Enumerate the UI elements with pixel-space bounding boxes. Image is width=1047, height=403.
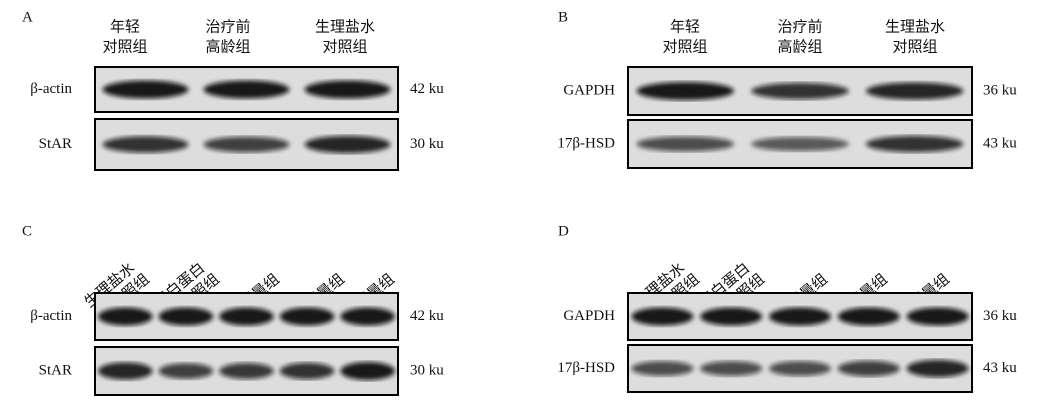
band: [98, 362, 153, 380]
row-label: StAR: [39, 136, 72, 152]
column-label: 对照组: [892, 38, 937, 55]
size-label: 36 ku: [983, 82, 1017, 98]
size-label: 30 ku: [410, 136, 444, 152]
band: [769, 361, 831, 376]
column-label: 生理盐水: [315, 18, 375, 35]
row-label: β-actin: [30, 81, 72, 97]
band: [158, 307, 214, 326]
size-label: 36 ku: [983, 308, 1017, 324]
row-label: β-actin: [30, 308, 72, 324]
band: [636, 136, 735, 152]
band: [700, 361, 763, 376]
band: [98, 307, 153, 326]
band: [219, 363, 274, 379]
band: [906, 359, 969, 378]
band: [340, 362, 395, 380]
band: [219, 307, 274, 326]
band: [631, 361, 694, 376]
column-label: 高龄组: [205, 38, 250, 55]
band: [102, 136, 189, 153]
band: [279, 362, 335, 380]
row-label: GAPDH: [563, 82, 615, 98]
column-label: 年轻: [110, 18, 140, 35]
band: [865, 82, 964, 100]
panel-label: B: [558, 9, 568, 25]
band: [906, 307, 969, 326]
band: [158, 363, 214, 379]
band: [751, 137, 849, 151]
band: [304, 80, 391, 99]
size-label: 42 ku: [410, 308, 444, 324]
column-label: 年轻: [670, 18, 700, 35]
band: [865, 135, 964, 153]
panel-label: A: [22, 9, 33, 25]
band: [279, 307, 335, 326]
row-label: 17β-HSD: [557, 360, 615, 376]
band: [203, 136, 290, 153]
size-label: 43 ku: [983, 135, 1017, 151]
column-label: 对照组: [102, 38, 147, 55]
column-label: 生理盐水: [885, 18, 945, 35]
size-label: 43 ku: [983, 360, 1017, 376]
panel-label: C: [22, 223, 32, 239]
size-label: 30 ku: [410, 362, 444, 378]
column-label: 对照组: [322, 38, 367, 55]
band: [837, 360, 900, 377]
band: [102, 80, 189, 99]
size-label: 42 ku: [410, 81, 444, 97]
column-label: 高龄组: [777, 38, 822, 55]
row-label: GAPDH: [563, 308, 615, 324]
band: [636, 82, 735, 100]
band: [700, 307, 763, 326]
band: [203, 80, 290, 99]
row-label: 17β-HSD: [557, 135, 615, 151]
band: [751, 82, 849, 100]
panel-label: D: [558, 223, 569, 239]
column-label: 治疗前: [205, 18, 250, 35]
column-label: 治疗前: [777, 18, 822, 35]
band: [304, 135, 391, 154]
band: [837, 307, 900, 326]
band: [769, 307, 831, 326]
column-label: 对照组: [662, 38, 707, 55]
band: [631, 307, 694, 326]
band: [340, 307, 395, 326]
row-label: StAR: [39, 362, 72, 378]
